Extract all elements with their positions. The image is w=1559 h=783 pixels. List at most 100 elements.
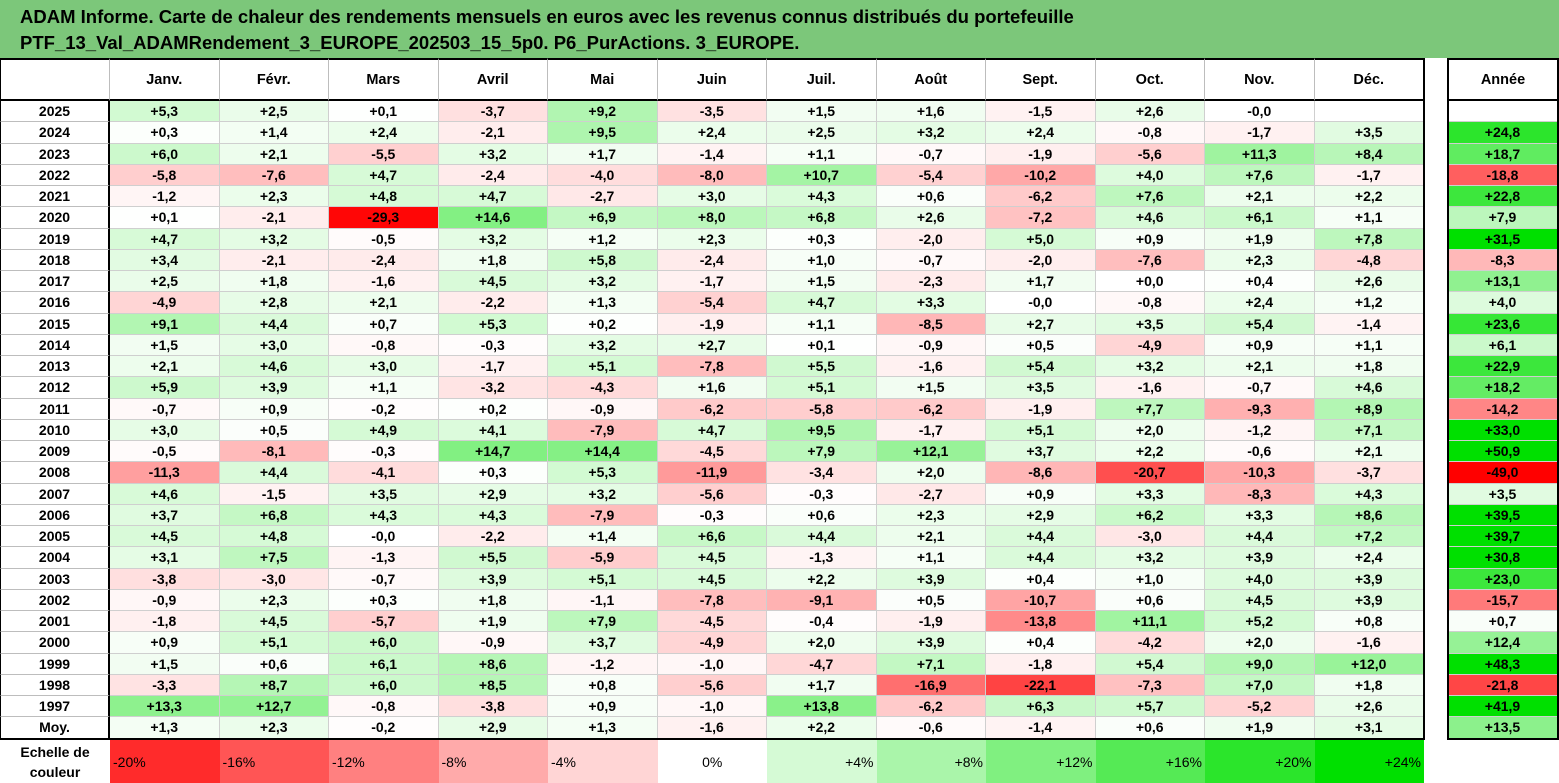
- heatmap-cell: +5,8: [548, 249, 658, 271]
- heatmap-cell: -1,3: [767, 547, 877, 569]
- heatmap-cell: -2,2: [438, 292, 548, 314]
- year-total-cell: +39,7: [1447, 526, 1559, 548]
- heatmap-cell: +4,1: [438, 419, 548, 441]
- heatmap-cell: -1,7: [876, 419, 986, 441]
- heatmap-cell: +1,1: [767, 313, 877, 335]
- heatmap-cell: +4,7: [329, 164, 439, 186]
- heatmap-cell: +1,1: [767, 143, 877, 165]
- heatmap-cell: -1,7: [1205, 122, 1315, 144]
- heatmap-cell: +3,5: [329, 483, 439, 505]
- heatmap-cell: -0,8: [1095, 292, 1205, 314]
- heatmap-cell: +2,3: [657, 228, 767, 250]
- heatmap-cell: -1,3: [329, 547, 439, 569]
- heatmap-cell: +2,4: [329, 122, 439, 144]
- heatmap-cell: -8,0: [657, 164, 767, 186]
- heatmap-cell: +14,6: [438, 207, 548, 229]
- heatmap-cell: +0,4: [1205, 271, 1315, 293]
- heatmap-cell: +3,2: [548, 271, 658, 293]
- heatmap-cell: +1,5: [110, 653, 220, 675]
- heatmap-cell: +7,1: [876, 653, 986, 675]
- month-header: Oct.: [1095, 58, 1205, 101]
- year-total-cell: +39,5: [1447, 504, 1559, 526]
- heatmap-cell: -2,2: [438, 526, 548, 548]
- year-label: 2022: [0, 164, 110, 186]
- heatmap-cell: -10,7: [986, 589, 1096, 611]
- heatmap-cell: -2,4: [438, 164, 548, 186]
- heatmap-cell: +6,0: [329, 674, 439, 696]
- heatmap-cell: -2,4: [657, 249, 767, 271]
- year-total-cell: -8,3: [1447, 249, 1559, 271]
- heatmap-cell: -5,4: [657, 292, 767, 314]
- heatmap-cell: -5,2: [1205, 696, 1315, 718]
- heatmap-cell: +9,1: [110, 313, 220, 335]
- heatmap-cell: +3,9: [1314, 568, 1424, 590]
- year-total-cell: +31,5: [1447, 228, 1559, 250]
- heatmap-cell: +4,5: [219, 611, 329, 633]
- year-label: 2023: [0, 143, 110, 165]
- heatmap-cell: -0,4: [767, 611, 877, 633]
- heatmap-cell: +2,0: [876, 462, 986, 484]
- heatmap-cell: -11,3: [110, 462, 220, 484]
- heatmap-cell: +6,6: [657, 526, 767, 548]
- heatmap-cell: -1,6: [1095, 377, 1205, 399]
- heatmap-cell: -7,6: [1095, 249, 1205, 271]
- heatmap-cell: +5,4: [986, 356, 1096, 378]
- heatmap-cell: -0,8: [329, 696, 439, 718]
- heatmap-cell: +3,0: [329, 356, 439, 378]
- year-total-cell: +48,3: [1447, 653, 1559, 675]
- year-total-cell: [1447, 101, 1559, 123]
- heatmap-cell: -2,7: [548, 186, 658, 208]
- heatmap-cell: +3,5: [986, 377, 1096, 399]
- scale-swatch: +4%: [767, 740, 877, 783]
- year-label: 1998: [0, 674, 110, 696]
- heatmap-cell: +2,5: [767, 122, 877, 144]
- year-total-cell: -49,0: [1447, 462, 1559, 484]
- heatmap-cell: +8,6: [1314, 504, 1424, 526]
- heatmap-cell: -5,6: [657, 674, 767, 696]
- year-label: 2005: [0, 526, 110, 548]
- heatmap-cell: +0,2: [548, 313, 658, 335]
- heatmap-cell: +2,6: [1314, 271, 1424, 293]
- heatmap-cell: +4,4: [219, 313, 329, 335]
- year-header: Année: [1447, 58, 1559, 101]
- heatmap-cell: -10,3: [1205, 462, 1315, 484]
- heatmap-cell: +0,0: [1095, 271, 1205, 293]
- heatmap-cell: -0,2: [329, 398, 439, 420]
- heatmap-cell: +3,3: [1205, 504, 1315, 526]
- heatmap-cell: -3,7: [438, 101, 548, 123]
- year-label: 2010: [0, 419, 110, 441]
- heatmap-cell: -1,7: [657, 271, 767, 293]
- heatmap-cell: +2,2: [767, 568, 877, 590]
- heatmap-cell: -0,2: [329, 717, 439, 739]
- heatmap-cell: +9,0: [1205, 653, 1315, 675]
- heatmap-cell: +1,9: [1205, 228, 1315, 250]
- heatmap-cell: -5,6: [1095, 143, 1205, 165]
- heatmap-cell: +1,5: [767, 101, 877, 123]
- scale-swatch: +20%: [1205, 740, 1315, 783]
- heatmap-cell: +7,9: [767, 441, 877, 463]
- heatmap-cell: -4,9: [1095, 334, 1205, 356]
- year-label: 2007: [0, 483, 110, 505]
- heatmap-cell: +2,5: [110, 271, 220, 293]
- heatmap-cell: -22,1: [986, 674, 1096, 696]
- scale-swatch: +24%: [1314, 740, 1424, 783]
- heatmap-cell: -1,9: [876, 611, 986, 633]
- heatmap-cell: -13,8: [986, 611, 1096, 633]
- heatmap-cell: +0,5: [219, 419, 329, 441]
- heatmap-cell: -0,9: [548, 398, 658, 420]
- heatmap-cell: +3,9: [219, 377, 329, 399]
- year-total-cell: +12,4: [1447, 632, 1559, 654]
- heatmap-cell: +1,0: [767, 249, 877, 271]
- heatmap-cell: +10,7: [767, 164, 877, 186]
- heatmap-cell: +2,0: [1095, 419, 1205, 441]
- heatmap-cell: -4,3: [548, 377, 658, 399]
- heatmap-cell: -7,8: [657, 356, 767, 378]
- heatmap-cell: -0,5: [110, 441, 220, 463]
- heatmap-cell: -9,3: [1205, 398, 1315, 420]
- heatmap-cell: +6,1: [1205, 207, 1315, 229]
- heatmap-cell: -2,7: [876, 483, 986, 505]
- heatmap-cell: +0,3: [438, 462, 548, 484]
- heatmap-cell: +4,6: [1095, 207, 1205, 229]
- year-label: 2009: [0, 441, 110, 463]
- heatmap-cell: -3,4: [767, 462, 877, 484]
